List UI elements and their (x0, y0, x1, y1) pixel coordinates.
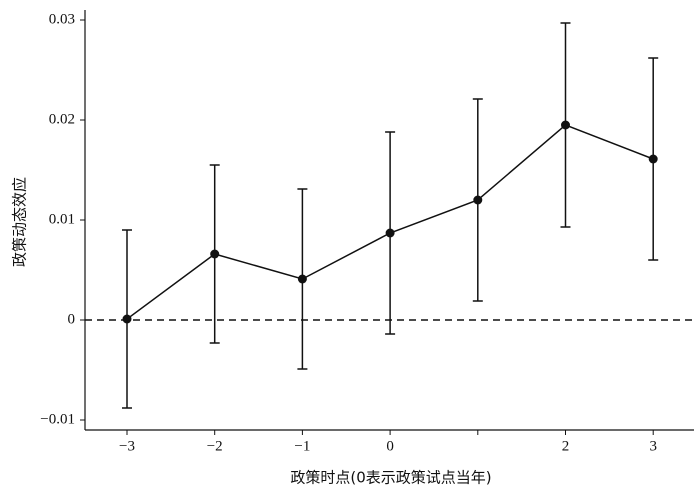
y-axis-label: 政策动态效应 (11, 177, 29, 267)
point (297, 274, 307, 284)
x-tick-label: −1 (294, 438, 310, 454)
y-tick-label: 0.03 (49, 11, 75, 27)
x-tick-label: 2 (562, 438, 570, 454)
point (385, 228, 395, 238)
y-tick-label: 0 (68, 311, 76, 327)
x-axis-label: 政策时点(0表示政策试点当年) (290, 469, 491, 487)
x-tick-label: 0 (386, 438, 394, 454)
point (210, 249, 220, 259)
x-tick-label: −2 (207, 438, 223, 454)
x-tick-label: −3 (119, 438, 135, 454)
y-tick-label: 0.02 (49, 111, 75, 127)
point (561, 120, 570, 130)
point (648, 154, 658, 164)
x-tick-label: 3 (649, 438, 657, 454)
y-tick-label: −0.01 (40, 411, 75, 427)
point (122, 314, 132, 324)
y-tick-label: 0.01 (49, 211, 75, 227)
point (473, 195, 483, 205)
